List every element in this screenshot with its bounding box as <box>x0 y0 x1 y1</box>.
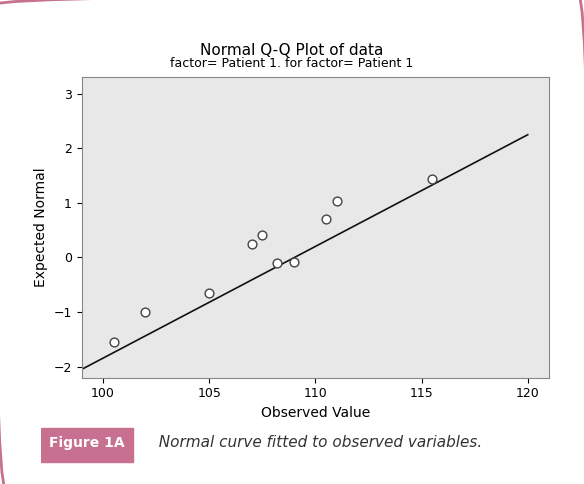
Point <box>247 240 256 248</box>
Point <box>141 308 150 316</box>
Point <box>204 289 214 297</box>
Text: Normal curve fitted to observed variables.: Normal curve fitted to observed variable… <box>149 436 482 450</box>
Point <box>290 258 299 266</box>
Point <box>273 259 282 267</box>
Point <box>258 231 267 239</box>
X-axis label: Observed Value: Observed Value <box>260 406 370 420</box>
Point <box>427 175 437 183</box>
Text: Figure 1A: Figure 1A <box>49 436 125 450</box>
Y-axis label: Expected Normal: Expected Normal <box>34 167 48 287</box>
FancyBboxPatch shape <box>41 428 133 462</box>
Text: factor= Patient 1. for factor= Patient 1: factor= Patient 1. for factor= Patient 1 <box>171 58 413 70</box>
Point <box>332 197 341 205</box>
Point <box>321 215 331 223</box>
Point <box>109 338 119 346</box>
Text: Normal Q-Q Plot of data: Normal Q-Q Plot of data <box>200 44 384 58</box>
